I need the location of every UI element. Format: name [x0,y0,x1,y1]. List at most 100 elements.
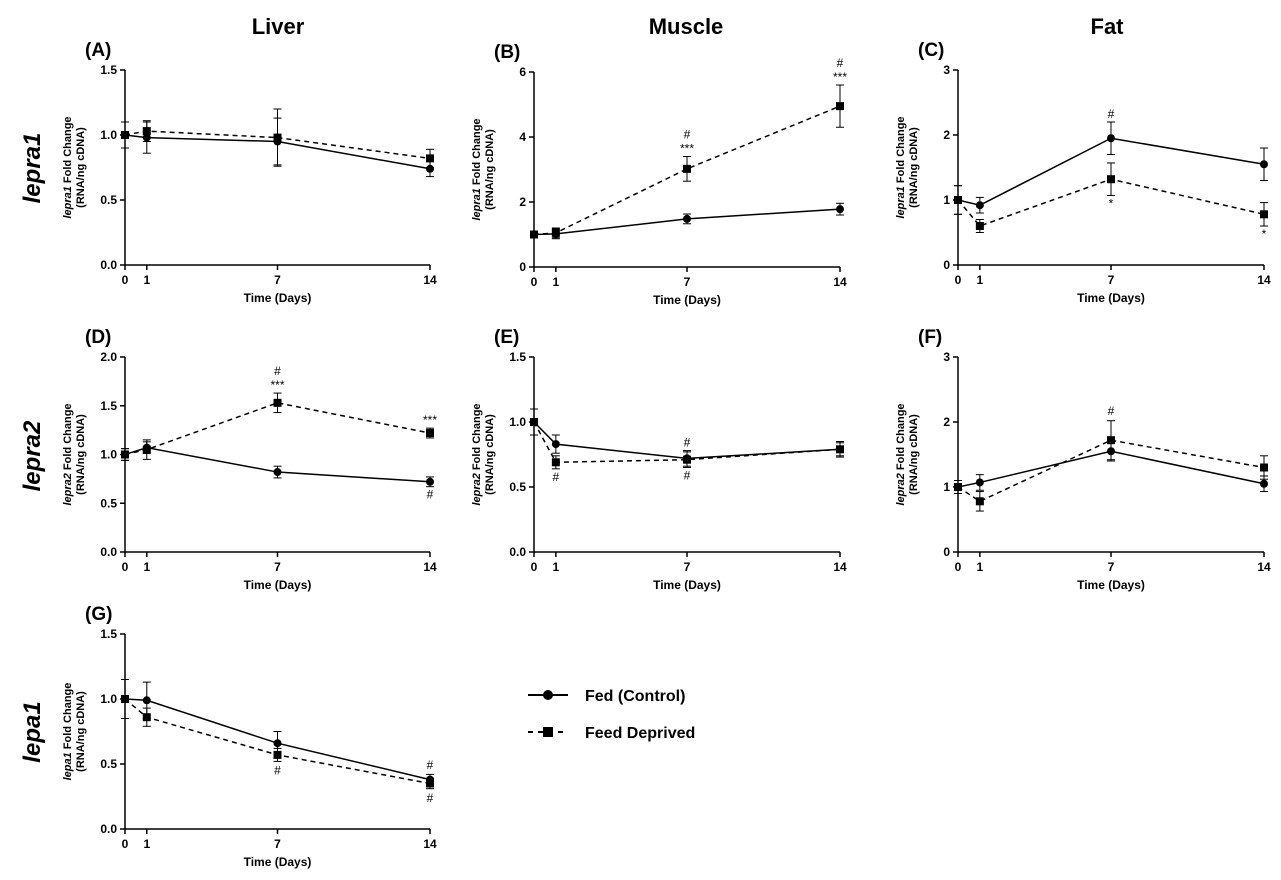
panel-d-ytick-label: 2.0 [100,350,117,364]
panel-c-y-label-gene: lepra1 [895,186,907,218]
panel-f-data-point [975,497,984,506]
panel-d-xtick-label: 1 [143,560,150,574]
panel-c-ytick-label: 2 [943,128,950,142]
panel-f-ytick-label: 0 [943,545,950,559]
panel-a-xtick-label: 1 [143,273,150,287]
panel-g-ytick-label: 1.5 [100,627,117,641]
panel-g-label: (G) [85,604,112,625]
panel-f-xtick-label: 1 [977,560,984,574]
panel-a-data-point [426,154,434,163]
panel-e-x-label: Time (Days) [653,578,721,592]
panel-e-significance-mark: # [684,469,691,483]
panel-f-y-label-unit: (RNA/ng cDNA) [908,414,920,495]
panel-a-ytick-label: 0.0 [100,258,117,272]
panel-f-ytick-label: 1 [943,480,950,494]
panel-a-label: (A) [85,40,111,61]
panel-g-series-deprived [121,679,434,790]
panel-e-data-point [551,458,560,467]
panel-b-series-deprived [530,84,844,239]
panel-g-data-point [121,695,129,703]
row-title-lepa1: lepa1 [19,701,46,762]
panel-a-xtick-label: 14 [423,273,437,287]
panel-b-y-label-unit: (RNA/ng cDNA) [484,129,496,210]
panel-e-significance-mark: # [684,436,691,450]
panel-f-ytick-label: 2 [943,415,950,429]
panel-a-y-label-unit: (RNA/ng cDNA) [75,127,87,208]
panel-c-xtick-label: 14 [1257,273,1271,287]
panel-e-ytick-label: 0.0 [509,545,526,559]
panel-b-label: (B) [494,42,520,63]
panel-g-significance-mark: # [274,764,281,778]
panel-d-series-line [124,446,431,483]
panel-f-series-line [957,439,1265,503]
panel-c-data-point [1107,175,1115,184]
panel-d-data-point [121,450,129,459]
panel-b-y-label-suffix: Fold Change [471,118,483,188]
panel-g-significance-mark: # [427,791,434,805]
panel-c-x-label: Time (Days) [1077,291,1145,305]
panel-g-xtick-label: 1 [143,837,150,851]
panel-a: (A) 0.0 0.5 1.0 1.5 0 1 7 14 Time (Days) lepra1 Fo… [62,40,437,305]
panel-b-xtick-label: 7 [684,275,691,289]
panel-d-ytick-label: 0.5 [100,496,117,510]
panel-c-xtick-label: 0 [955,273,962,287]
panel-g-data-point [142,713,151,722]
panel-b-data-point [530,230,538,239]
panel-g-series-line [124,698,431,781]
panel-c-xtick-label: 1 [977,273,984,287]
panel-d-y-label-gene: lepra2 [62,473,74,505]
panel-d-data-point [273,468,282,477]
panel-f: (F) 0 1 2 3 0 1 7 14 Time (Days) lepra2 Fold Chang… [895,327,1271,592]
panel-b-series-line [533,105,841,236]
panel-c-data-point [1260,210,1268,219]
panel-d-significance-mark: # [427,488,434,502]
panel-d-y-label-suffix: Fold Change [62,403,74,473]
panel-c-y-label: lepra1 Fold Change [895,116,907,218]
panel-c-series-line [957,137,1265,206]
panel-g-y-label: lepa1 Fold Change [62,683,74,781]
panel-f-data-point [1260,463,1268,472]
panel-g-data-point [273,750,282,759]
panel-a-data-point [142,127,151,136]
legend-deprived-marker [543,727,553,737]
panel-b-data-point [836,102,844,111]
legend-fed-marker [543,690,553,700]
panel-g-ytick-label: 0.5 [100,757,117,771]
panel-e-data-point [683,455,691,464]
panel-d-series-fed [121,441,434,488]
panel-a-y-label-gene: lepra1 [62,186,74,218]
panel-a-y-label: lepra1 Fold Change [62,116,74,218]
panel-c-ytick-label: 1 [943,193,950,207]
panel-b-significance-mark: *** [833,70,847,84]
panel-f-data-point [1107,436,1115,445]
panel-c-significance-mark: * [1109,196,1114,210]
panel-b-ytick-label: 2 [519,195,526,209]
panel-a-ytick-label: 1.5 [100,63,117,77]
panel-e-y-label-gene: lepra2 [471,473,483,505]
panel-f-significance-mark: # [1108,404,1115,418]
panel-e: (E) 0.0 0.5 1.0 1.5 0 1 7 14 Time (Days) lepra2 Fo… [471,327,847,592]
panel-f-y-label: lepra2 Fold Change [895,403,907,505]
column-title-fat: Fat [1091,14,1125,39]
panel-g-y-label-unit: (RNA/ng cDNA) [75,691,87,772]
panel-c-xtick-label: 7 [1108,273,1115,287]
panel-d-ytick-label: 1.0 [100,448,117,462]
panel-c-data-point [1107,134,1115,143]
panel-b-significance-mark: *** [680,142,694,156]
panel-b-data-point [683,164,691,173]
panel-d-series-deprived [121,392,434,461]
panel-g-ytick-label: 0.0 [100,822,117,836]
row-title-lepra1: lepra1 [19,133,46,204]
panel-d-xtick-label: 0 [122,560,129,574]
panel-a-ytick-label: 0.5 [100,193,117,207]
panel-a-series-line [124,130,431,160]
panel-f-y-label-gene: lepra2 [895,473,907,505]
panel-d-label: (D) [85,327,111,348]
panel-a-series-deprived [121,108,434,168]
panel-f-series-line [957,450,1265,488]
panel-d-data-point [426,477,434,486]
panel-e-data-point [551,440,560,449]
panel-e-series-line [533,421,841,464]
panel-e-y-label-suffix: Fold Change [471,403,483,473]
panel-d-data-point [273,398,282,407]
